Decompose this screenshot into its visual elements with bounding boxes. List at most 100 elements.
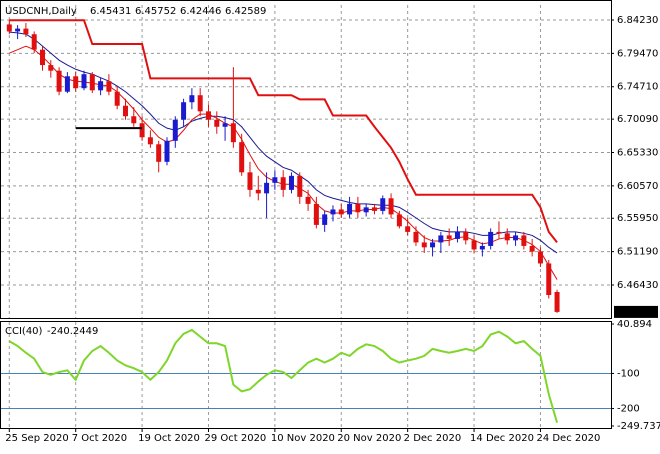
candle-body [48, 65, 54, 71]
candle-body [288, 175, 294, 190]
candle-body [114, 91, 120, 106]
price-marker-label: 6.42589 [616, 307, 657, 318]
candle-body [6, 24, 12, 32]
candle-body [205, 111, 211, 120]
candle-body [380, 198, 386, 211]
candle-body [156, 144, 162, 162]
candle-body [239, 142, 245, 173]
candle-body [504, 233, 510, 241]
grid-layer [1, 5, 611, 428]
candle-body [521, 235, 527, 246]
candle-body [280, 177, 286, 190]
x-tick-label: 14 Dec 2020 [470, 433, 534, 444]
candle-body [471, 240, 477, 250]
candle-body [247, 172, 253, 190]
candle-body [363, 207, 369, 213]
candle-body [347, 203, 353, 215]
candle-body [181, 102, 187, 120]
candle-body [438, 235, 444, 243]
candle-body [189, 95, 195, 103]
x-tick-label: 24 Dec 2020 [536, 433, 600, 444]
price-marker [614, 305, 658, 318]
candle-body [264, 182, 270, 194]
candle-body [139, 123, 145, 138]
candle-body [313, 203, 319, 225]
y-tick-label: -249.7378 [617, 421, 660, 432]
candle-body [230, 123, 236, 143]
cci-panel [0, 321, 612, 429]
y-tick-label: 40.894 [617, 319, 652, 330]
candle-body [496, 231, 502, 234]
candle-body [39, 49, 45, 66]
candle-body [164, 140, 170, 162]
candle-body [463, 231, 469, 241]
candle-body [330, 209, 336, 215]
candle-body [81, 74, 87, 89]
y-tick-label: 6.74710 [617, 82, 658, 93]
candle-body [446, 235, 452, 239]
last-open: 6.45431 [90, 6, 131, 17]
candle-body [214, 119, 220, 127]
candle-body [554, 291, 560, 312]
cci-last: -240.2449 [47, 326, 98, 337]
candle-body [73, 76, 79, 89]
candle-body [106, 81, 112, 92]
candle-body [529, 245, 535, 252]
candle-body [64, 76, 70, 92]
candle-body [454, 231, 460, 239]
x-tick-label: 2 Dec 2020 [404, 433, 462, 444]
y-tick-label: 6.84230 [617, 15, 658, 26]
y-tick-label: 6.60570 [617, 181, 658, 192]
candle-body [430, 242, 436, 248]
y-tick-label: 6.51190 [617, 247, 658, 258]
marks-layer [6, 19, 560, 423]
x-tick-label: 19 Oct 2020 [138, 433, 200, 444]
candle-body [147, 137, 153, 145]
candle-body [122, 105, 128, 117]
candle-body [172, 119, 178, 141]
candle-body [355, 203, 361, 213]
candle-body [405, 226, 411, 232]
candle-body [23, 28, 29, 35]
candle-body [421, 242, 427, 248]
x-tick-label: 10 Nov 2020 [271, 433, 335, 444]
y-tick-label: 6.55950 [617, 213, 658, 224]
candle-body [396, 214, 402, 227]
candle-body [89, 74, 95, 91]
candle-body [546, 263, 552, 296]
candle-body [305, 196, 311, 204]
candle-body [479, 245, 485, 250]
y-tick-label: 6.65330 [617, 147, 658, 158]
candle-body [131, 116, 137, 124]
y-tick-label: 6.70090 [617, 114, 658, 125]
candle-body [322, 214, 328, 225]
candle-body [98, 81, 104, 91]
candle-body [488, 231, 494, 246]
candle-body [371, 207, 377, 211]
candle-body [272, 177, 278, 183]
last-low: 6.42446 [180, 6, 221, 17]
candle-body [222, 123, 228, 127]
candle-body [537, 251, 543, 264]
labels-layer: 6.84230 6.79470 6.74710 6.70090 6.65330 6.605… [5, 15, 660, 444]
x-tick-label: 29 Oct 2020 [204, 433, 266, 444]
candle-body [15, 28, 21, 32]
x-tick-label: 7 Oct 2020 [72, 433, 127, 444]
symbol-title: USDCNH,Daily [5, 6, 77, 17]
candle-body [197, 95, 203, 112]
cci-line [8, 328, 559, 423]
y-tick-label: -100 [617, 368, 640, 379]
indicator-line [9, 19, 558, 244]
y-tick-label: 6.79470 [617, 48, 658, 59]
y-tick-label: -200 [617, 404, 640, 415]
candle-body [413, 231, 419, 243]
x-tick-label: 25 Sep 2020 [5, 433, 68, 444]
candle-body [388, 198, 394, 215]
x-tick-label: 20 Nov 2020 [337, 433, 401, 444]
last-close: 6.42589 [225, 6, 266, 17]
candle-body [31, 34, 37, 50]
cci-title: CCI(40) [5, 326, 43, 337]
candle-body [338, 209, 344, 215]
